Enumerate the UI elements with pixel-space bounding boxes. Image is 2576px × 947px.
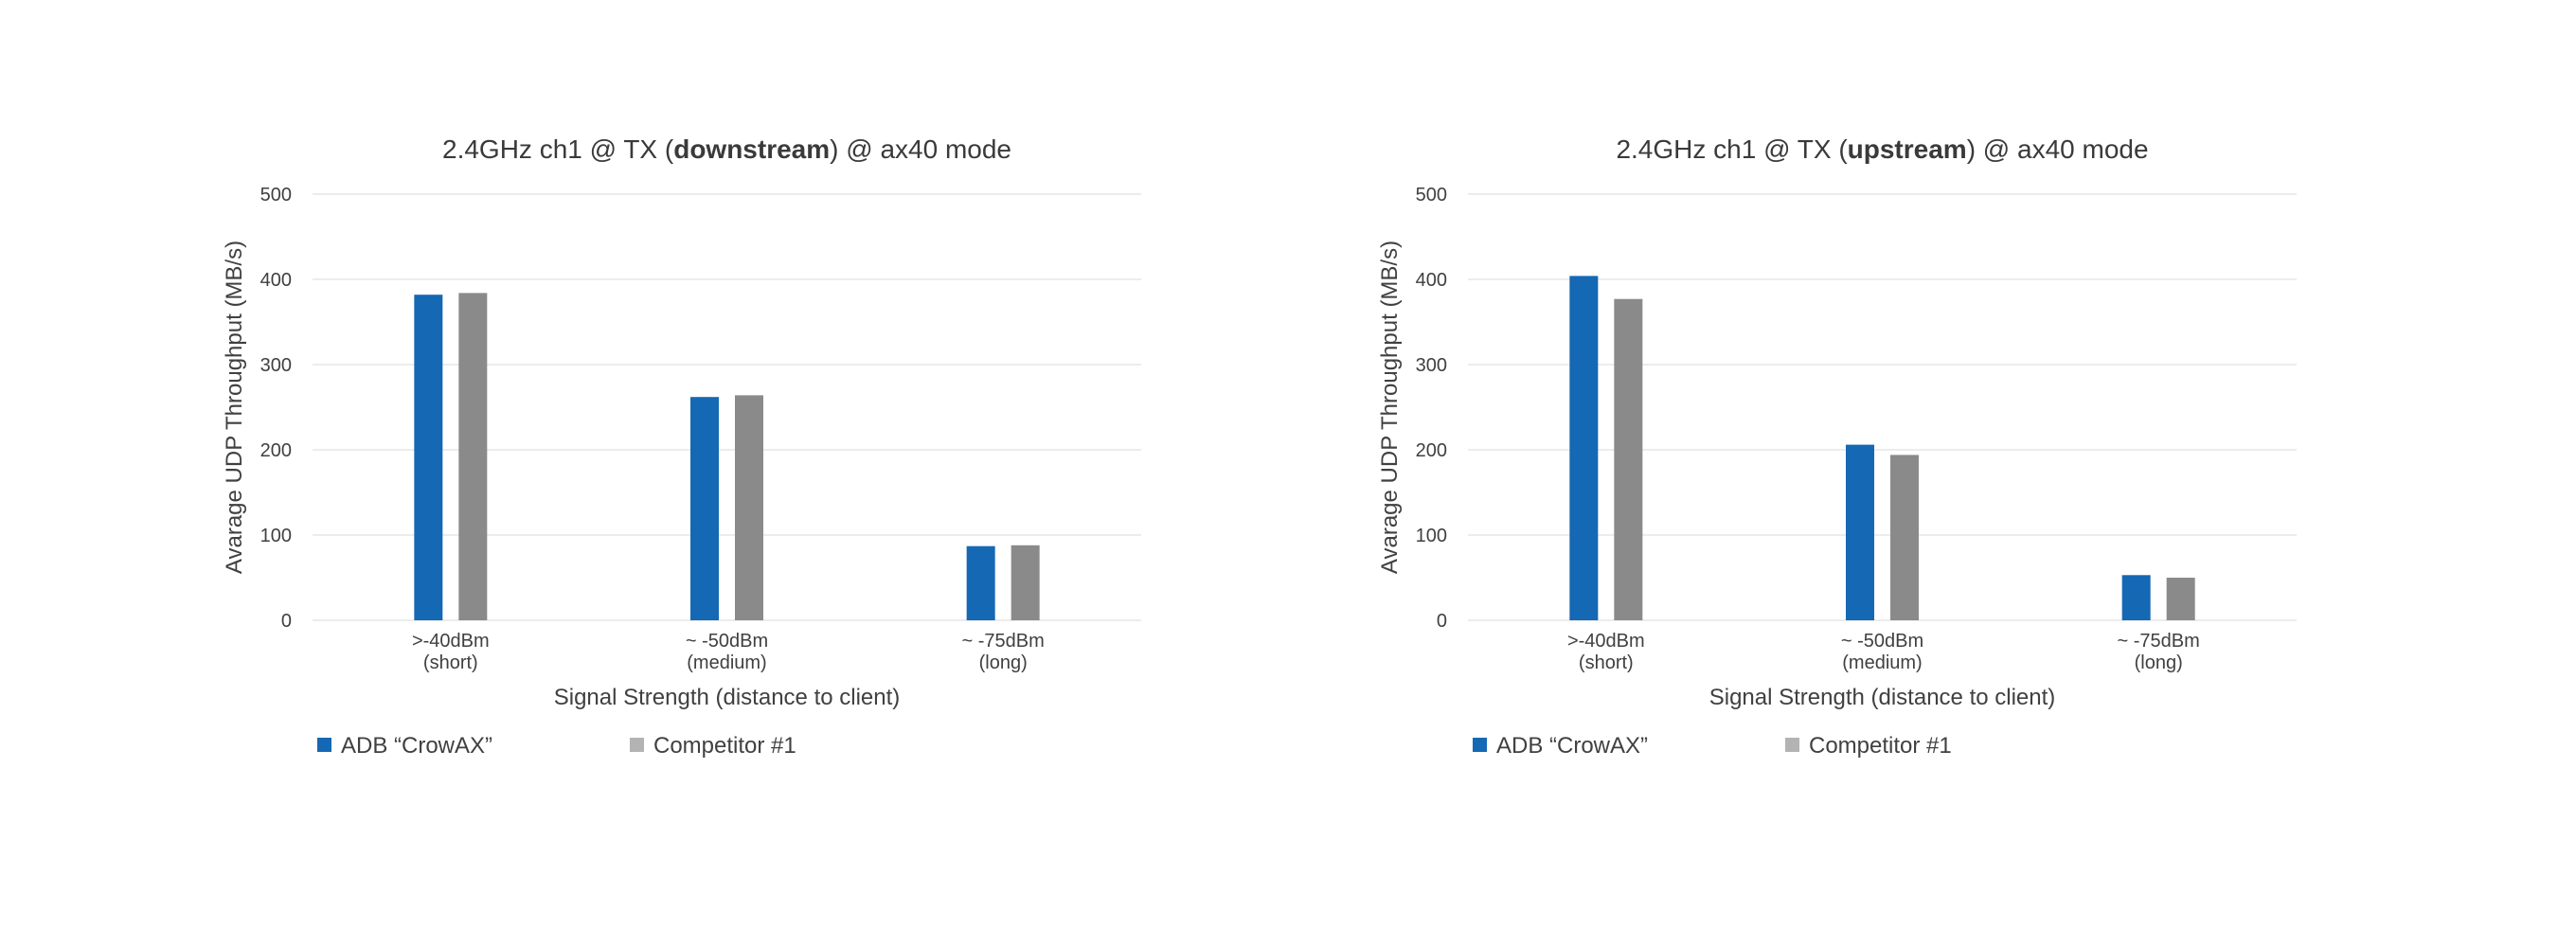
legend-swatch-competitor: [1785, 738, 1799, 752]
x-tick-label-line: >-40dBm: [1567, 631, 1645, 652]
x-tick-label: >-40dBm (short): [412, 631, 490, 673]
legend-swatch-competitor: [630, 738, 644, 752]
x-tick-label-line: (long): [979, 652, 1028, 673]
y-tick-label: 100: [1416, 526, 1447, 546]
x-tick-label-line: ~ -50dBm: [1841, 631, 1923, 652]
chart-title-part: 2.4GHz ch1 @ TX (: [1616, 134, 1848, 164]
legend-label-competitor: Competitor #1: [1809, 733, 1952, 759]
x-tick-label-line: >-40dBm: [412, 631, 490, 652]
y-axis-label: Avarage UDP Throughput (MB/s): [1377, 241, 1403, 574]
legend-swatch-adb: [1473, 738, 1487, 752]
y-tick-label: 200: [260, 440, 292, 461]
x-tick-label-line: (short): [423, 652, 478, 673]
y-tick-label: 100: [260, 526, 292, 546]
bar-competitor: [458, 293, 488, 620]
y-tick-label: 400: [260, 270, 292, 291]
chart-title-part: downstream: [673, 134, 830, 164]
chart-title-part: ) @ ax40 mode: [1967, 134, 2149, 164]
x-tick-label: ~ -75dBm (long): [2118, 631, 2200, 673]
x-tick-label: ~ -50dBm (medium): [686, 631, 768, 673]
y-tick-label: 300: [260, 355, 292, 376]
chart-title: 2.4GHz ch1 @ TX (upstream) @ ax40 mode: [1616, 134, 2148, 164]
chart-title: 2.4GHz ch1 @ TX (downstream) @ ax40 mode: [442, 134, 1011, 164]
bar-competitor: [735, 395, 763, 620]
y-tick-label: 500: [1416, 185, 1447, 205]
x-tick-label-line: (long): [2135, 652, 2183, 673]
x-tick-label: >-40dBm (short): [1567, 631, 1645, 673]
y-tick-label: 0: [281, 611, 292, 632]
y-tick-label: 500: [260, 185, 292, 205]
bar-adb: [966, 545, 995, 620]
bar-adb: [414, 295, 443, 620]
x-tick-label-line: (short): [1579, 652, 1634, 673]
legend-label-adb: ADB “CrowAX”: [341, 733, 492, 759]
bar-adb: [1846, 444, 1874, 620]
x-tick-label: ~ -75dBm (long): [962, 631, 1045, 673]
y-tick-label: 300: [1416, 355, 1447, 376]
bar-competitor: [1614, 298, 1643, 620]
legend-label-adb: ADB “CrowAX”: [1496, 733, 1648, 759]
x-tick-label-line: (medium): [1842, 652, 1922, 673]
x-tick-label-line: ~ -75dBm: [962, 631, 1045, 652]
chart-title-part: 2.4GHz ch1 @ TX (: [442, 134, 674, 164]
y-tick-label: 0: [1437, 611, 1447, 632]
bar-adb: [1569, 276, 1599, 620]
legend-swatch-adb: [317, 738, 331, 752]
chart-downstream: 2.4GHz ch1 @ TX (downstream) @ ax40 mode…: [222, 134, 1141, 759]
x-axis-label: Signal Strength (distance to client): [554, 685, 901, 710]
legend-label-competitor: Competitor #1: [653, 733, 796, 759]
bar-adb: [2121, 575, 2151, 620]
y-axis-label: Avarage UDP Throughput (MB/s): [222, 241, 247, 574]
y-tick-label: 400: [1416, 270, 1447, 291]
chart-upstream: 2.4GHz ch1 @ TX (upstream) @ ax40 mode 0 1…: [1377, 134, 2297, 759]
x-axis-label: Signal Strength (distance to client): [1709, 685, 2056, 710]
chart-title-part: upstream: [1848, 134, 1967, 164]
bar-competitor: [1890, 455, 1919, 620]
bar-competitor: [2166, 578, 2195, 620]
x-tick-label-line: ~ -75dBm: [2118, 631, 2200, 652]
x-tick-label-line: ~ -50dBm: [686, 631, 768, 652]
bar-competitor: [1011, 545, 1040, 620]
chart-title-part: ) @ ax40 mode: [830, 134, 1011, 164]
x-tick-label: ~ -50dBm (medium): [1841, 631, 1923, 673]
y-tick-label: 200: [1416, 440, 1447, 461]
bar-adb: [690, 397, 719, 620]
x-tick-label-line: (medium): [687, 652, 766, 673]
